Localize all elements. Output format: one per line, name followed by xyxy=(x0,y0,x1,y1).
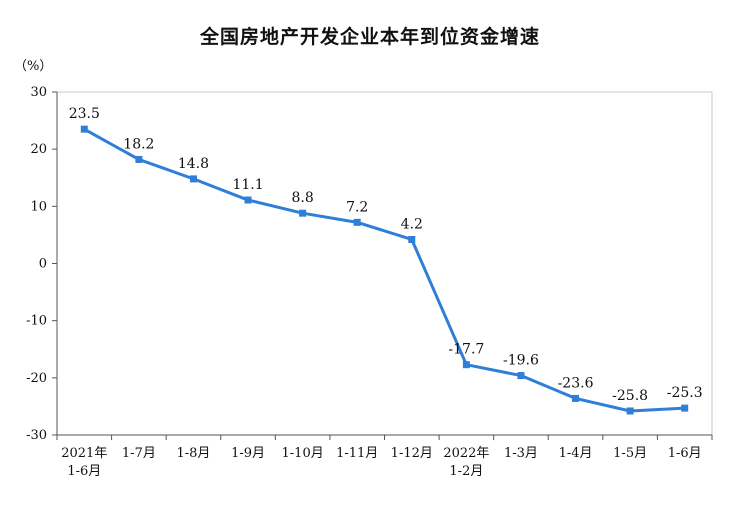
data-point xyxy=(135,155,143,163)
y-tick-label: -20 xyxy=(26,371,47,386)
data-label: -23.6 xyxy=(558,375,594,391)
data-label: 7.2 xyxy=(346,199,368,215)
data-label: -25.8 xyxy=(612,388,648,404)
data-point xyxy=(572,394,580,402)
data-label: -25.3 xyxy=(667,385,703,401)
y-axis-unit-label: （%） xyxy=(14,59,53,74)
data-label: 14.8 xyxy=(178,156,209,172)
y-tick-label: -30 xyxy=(26,428,47,443)
data-label: 23.5 xyxy=(69,106,100,122)
data-point xyxy=(681,404,689,412)
plot-area-frame xyxy=(56,91,713,436)
x-tick-label: 1-12月 xyxy=(391,446,433,461)
data-point xyxy=(80,125,88,133)
x-tick-label: 1-5月 xyxy=(613,446,647,461)
data-point xyxy=(244,196,252,204)
data-point xyxy=(408,235,416,243)
x-tick-label: 1-9月 xyxy=(231,446,265,461)
x-tick-label: 2022年 xyxy=(443,446,489,461)
data-point xyxy=(299,209,307,217)
data-point xyxy=(462,361,470,369)
x-tick-label: 1-8月 xyxy=(176,446,210,461)
y-tick-label: -10 xyxy=(26,314,47,329)
y-tick-label: 20 xyxy=(30,142,47,157)
data-label: -17.7 xyxy=(448,342,484,358)
x-tick-label: 1-10月 xyxy=(282,446,324,461)
x-tick-label: 1-3月 xyxy=(504,446,538,461)
data-label: 18.2 xyxy=(123,136,154,152)
x-tick-label: 1-6月 xyxy=(668,446,702,461)
y-tick-label: 30 xyxy=(30,85,47,100)
data-point xyxy=(353,218,361,226)
x-tick-label: 1-2月 xyxy=(449,464,483,479)
x-tick-label: 1-7月 xyxy=(122,446,156,461)
chart-title: 全国房地产开发企业本年到位资金增速 xyxy=(199,26,540,48)
data-point xyxy=(626,407,634,415)
data-label: 11.1 xyxy=(232,177,263,193)
y-tick-label: 0 xyxy=(39,257,47,272)
x-tick-label: 1-4月 xyxy=(559,446,593,461)
data-point xyxy=(517,372,525,380)
data-point xyxy=(189,175,197,183)
data-label: -19.6 xyxy=(503,353,539,369)
x-tick-label: 1-6月 xyxy=(67,464,101,479)
x-tick-label: 2021年 xyxy=(61,446,107,461)
y-tick-label: 10 xyxy=(30,199,47,214)
data-label: 8.8 xyxy=(291,190,313,206)
x-tick-label: 1-11月 xyxy=(336,446,378,461)
series-line xyxy=(83,127,685,413)
data-label: 4.2 xyxy=(401,216,423,232)
